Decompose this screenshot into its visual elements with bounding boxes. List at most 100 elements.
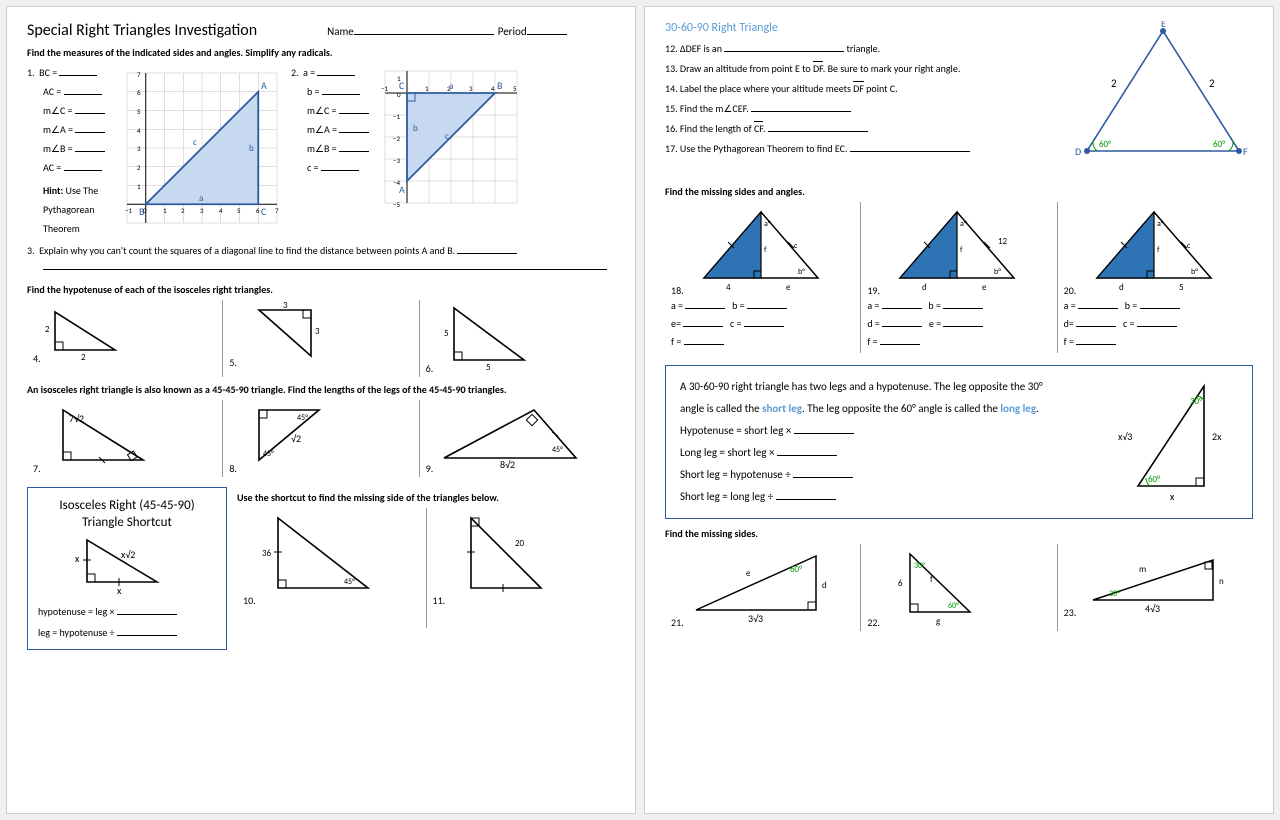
svg-text:0: 0 [397,90,401,99]
blank[interactable] [943,308,983,309]
n9: 9. [426,462,434,475]
blank[interactable] [1078,308,1118,309]
blank[interactable] [322,94,360,95]
blank[interactable] [744,326,784,327]
svg-text:1: 1 [425,84,429,93]
blank[interactable] [776,499,836,500]
blank[interactable] [943,326,983,327]
q3: 3. Explain why you can't count the squar… [27,244,615,273]
blank[interactable] [64,170,102,171]
blank[interactable] [1140,308,1180,309]
tri20: a°cfb° d5 [1079,204,1229,294]
blank[interactable] [882,308,922,309]
q1-i1: AC = [43,85,61,98]
blank[interactable] [117,614,177,615]
blank[interactable] [683,326,723,327]
blank[interactable] [1076,344,1116,345]
blank-long[interactable] [43,269,607,270]
blank[interactable] [850,151,970,152]
blank[interactable] [882,326,922,327]
q1-i4: m∠B = [43,142,73,155]
shortcut-exercises: Use the shortcut to find the missing sid… [237,487,615,650]
tset: 18. a°cfb° 4e a = b = e= c = f = 19. [665,202,1253,353]
svg-text:45°: 45° [297,413,308,423]
sc-hyp: hypotenuse = leg × [38,605,114,618]
svg-text:7: 7 [275,206,279,215]
blank[interactable] [747,308,787,309]
b: b = [732,299,745,312]
blank[interactable] [117,635,177,636]
page-title: Special Right Triangles Investigation [27,21,257,40]
blank[interactable] [317,75,355,76]
name-blank[interactable] [354,34,494,35]
q12b: triangle. [847,42,881,55]
il2e: . [1036,402,1039,415]
blank[interactable] [59,75,97,76]
q2-num: 2. [291,66,299,79]
q2-i2: m∠C = [307,104,337,117]
svg-text:60°: 60° [790,564,802,575]
svg-text:d: d [822,580,827,591]
blank[interactable] [321,170,359,171]
svg-text:5: 5 [486,362,491,372]
q2-i4: m∠B = [307,142,337,155]
blank[interactable] [751,111,851,112]
svg-text:−1: −1 [381,84,388,93]
blank[interactable] [457,253,517,254]
svg-text:6: 6 [137,88,141,97]
svg-text:e: e [982,282,987,293]
blank[interactable] [75,151,105,152]
blank[interactable] [75,113,105,114]
blank[interactable] [339,132,369,133]
tri8: 45°45°√2 [239,402,349,472]
blank[interactable] [793,477,853,478]
blank[interactable] [768,131,868,132]
q10: 10. 3645° [237,508,426,628]
q11: 11. 20 [426,508,616,628]
grid1-svg: A B C a b c 01234567−1 1234567 [113,63,281,231]
blank[interactable] [64,94,102,95]
svg-text:−1: −1 [393,112,400,121]
blank[interactable] [1076,326,1116,327]
svg-text:f: f [930,574,933,585]
blank[interactable] [880,344,920,345]
svg-text:4√3: 4√3 [1145,602,1160,615]
svg-text:2: 2 [447,84,451,93]
blank[interactable] [684,344,724,345]
svg-text:36: 36 [262,548,272,559]
svg-text:a°: a° [764,219,771,229]
svg-text:−3: −3 [393,156,400,165]
tri22: 30° 60° f 6 g [882,546,992,626]
sc-t2: Triangle Shortcut [38,515,216,530]
blank[interactable] [339,113,369,114]
q9: 9. 45°8√2 [419,400,615,477]
svg-text:3: 3 [315,326,320,337]
blank[interactable] [339,151,369,152]
blank[interactable] [75,132,105,133]
hint3: Pythagorean [43,203,94,216]
d: d = [867,317,880,330]
n7: 7. [33,462,41,475]
section-title: 30-60-90 Right Triangle [665,21,1073,35]
n10: 10. [243,594,256,607]
blank[interactable] [777,455,837,456]
svg-text:30°: 30° [1109,589,1120,599]
instruction-5: Find the missing sides and angles. [665,185,1253,198]
svg-text:5: 5 [137,107,141,116]
blank[interactable] [794,433,854,434]
svg-text:4: 4 [726,282,731,293]
svg-text:30°: 30° [1190,396,1202,407]
shortcut-row: Isosceles Right (45-45-90) Triangle Shor… [27,487,615,650]
svg-text:2: 2 [1209,77,1215,90]
blank[interactable] [1137,326,1177,327]
q2-i0: a = [303,66,315,79]
blank[interactable] [724,51,844,52]
svg-text:B: B [497,79,503,92]
svg-text:f: f [764,245,767,255]
sc-tri: xxx√2 [67,532,187,598]
svg-text:−1: −1 [125,206,132,215]
blank[interactable] [685,308,725,309]
il2d: long leg [1000,402,1036,415]
q1-i3: m∠A = [43,123,73,136]
period-blank[interactable] [527,34,567,35]
